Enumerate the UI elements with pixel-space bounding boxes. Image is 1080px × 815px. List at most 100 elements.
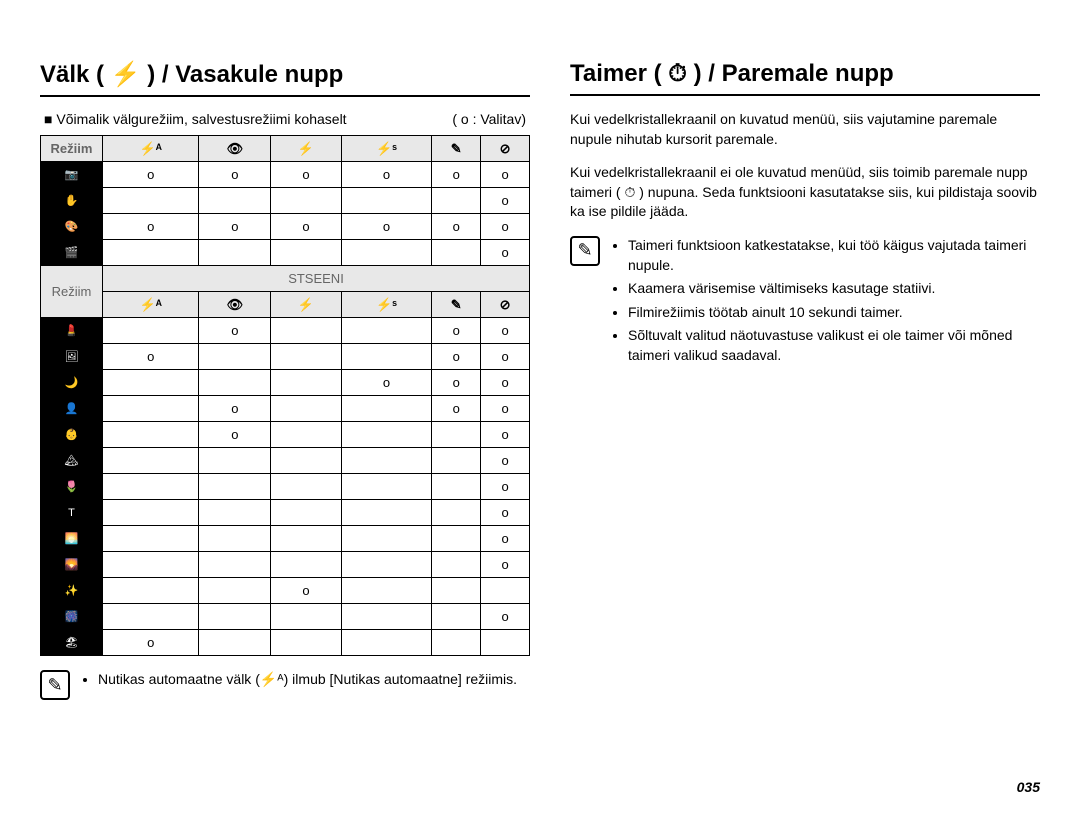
table-cell: o: [271, 578, 341, 604]
right-column: Taimer ( ⏱ ) / Paremale nupp Kui vedelkr…: [570, 60, 1040, 700]
table-cell: o: [199, 214, 271, 240]
table-cell: [341, 240, 432, 266]
intro-row: Võimalik välgurežiim, salvestusrežiimi k…: [40, 111, 530, 127]
table-cell: o: [432, 214, 481, 240]
flash-header-icon: ⚡ˢ: [341, 136, 432, 162]
table-cell: o: [481, 162, 530, 188]
scene-mode-icon: 👤: [41, 396, 103, 422]
table-cell: [199, 552, 271, 578]
table-cell: [103, 552, 199, 578]
table-cell: [341, 396, 432, 422]
scene-mode-icon: 👶: [41, 422, 103, 448]
table-cell: o: [432, 344, 481, 370]
table-cell: [432, 448, 481, 474]
table-cell: [199, 578, 271, 604]
table-cell: [271, 422, 341, 448]
table-cell: o: [199, 162, 271, 188]
table-cell: o: [432, 370, 481, 396]
table-cell: [103, 578, 199, 604]
table-cell: o: [103, 630, 199, 656]
table-cell: [432, 578, 481, 604]
table-cell: [103, 188, 199, 214]
table-cell: [103, 474, 199, 500]
table-cell: [481, 578, 530, 604]
table-cell: [341, 552, 432, 578]
table-cell: [199, 448, 271, 474]
table-cell: o: [481, 604, 530, 630]
table-cell: [341, 448, 432, 474]
table-cell: [199, 370, 271, 396]
table-cell: [341, 422, 432, 448]
table-cell: [103, 604, 199, 630]
table-cell: [199, 604, 271, 630]
table-cell: o: [103, 162, 199, 188]
scene-header: STSEENI: [103, 266, 530, 292]
right-note-item: Kaamera värisemise vältimiseks kasutage …: [628, 279, 1040, 299]
table-cell: [103, 500, 199, 526]
table-cell: o: [341, 162, 432, 188]
table-cell: [341, 500, 432, 526]
table-cell: [103, 422, 199, 448]
table-cell: [199, 344, 271, 370]
scene-mode-icon: 🌅: [41, 526, 103, 552]
table-cell: [271, 188, 341, 214]
mode-header: Režiim: [41, 266, 103, 318]
scene-mode-icon: 🏔: [41, 448, 103, 474]
table-cell: [341, 578, 432, 604]
table-cell: [199, 474, 271, 500]
scene-mode-icon: ✨: [41, 578, 103, 604]
table-cell: [271, 604, 341, 630]
table-cell: [481, 630, 530, 656]
table-cell: [103, 240, 199, 266]
table-cell: [271, 344, 341, 370]
table-cell: [271, 396, 341, 422]
table-cell: o: [481, 526, 530, 552]
table-cell: [199, 240, 271, 266]
scene-mode-icon: 🏖: [41, 630, 103, 656]
table-cell: o: [481, 318, 530, 344]
flash-header-icon: ⚡: [271, 136, 341, 162]
table-cell: o: [481, 448, 530, 474]
scene-mode-icon: 🎆: [41, 604, 103, 630]
mode-icon: ✋: [41, 188, 103, 214]
scene-mode-icon: 🌙: [41, 370, 103, 396]
table-cell: o: [481, 344, 530, 370]
table-cell: o: [481, 422, 530, 448]
flash-header-icon: ⚡ᴬ: [103, 292, 199, 318]
table-cell: [341, 188, 432, 214]
mode-header: Režiim: [41, 136, 103, 162]
table-cell: [271, 500, 341, 526]
table-cell: [432, 474, 481, 500]
table-cell: o: [481, 370, 530, 396]
table-cell: [271, 474, 341, 500]
table-cell: o: [199, 422, 271, 448]
left-note-item: Nutikas automaatne välk (⚡ᴬ) ilmub [Nuti…: [98, 670, 517, 690]
table-cell: o: [271, 162, 341, 188]
table-cell: [341, 604, 432, 630]
left-title: Välk ( ⚡ ) / Vasakule nupp: [40, 60, 530, 89]
page-number: 035: [1017, 779, 1040, 795]
divider: [40, 95, 530, 97]
table-cell: o: [103, 344, 199, 370]
scene-mode-icon: 💄: [41, 318, 103, 344]
table-cell: [199, 526, 271, 552]
table-cell: [432, 422, 481, 448]
table-cell: [103, 526, 199, 552]
table-cell: [199, 500, 271, 526]
table-cell: o: [199, 396, 271, 422]
table-cell: [199, 630, 271, 656]
table-cell: o: [481, 240, 530, 266]
right-note-box: ✎ Taimeri funktsioon katkestatakse, kui …: [570, 236, 1040, 370]
table-cell: [271, 370, 341, 396]
mode-icon: 📷: [41, 162, 103, 188]
table-cell: o: [199, 318, 271, 344]
flash-header-icon: ✎: [432, 292, 481, 318]
table-cell: o: [341, 214, 432, 240]
table-cell: [103, 370, 199, 396]
flash-header-icon: ⚡ˢ: [341, 292, 432, 318]
flash-header-icon: ✎: [432, 136, 481, 162]
table-cell: [432, 188, 481, 214]
right-note-item: Sõltuvalt valitud näotuvastuse valikust …: [628, 326, 1040, 365]
flash-mode-table: Režiim⚡ᴬ👁⚡⚡ˢ✎⊘📷oooooo✋o🎨oooooo🎬oRežiimST…: [40, 135, 530, 656]
left-note-box: ✎ Nutikas automaatne välk (⚡ᴬ) ilmub [Nu…: [40, 670, 530, 700]
